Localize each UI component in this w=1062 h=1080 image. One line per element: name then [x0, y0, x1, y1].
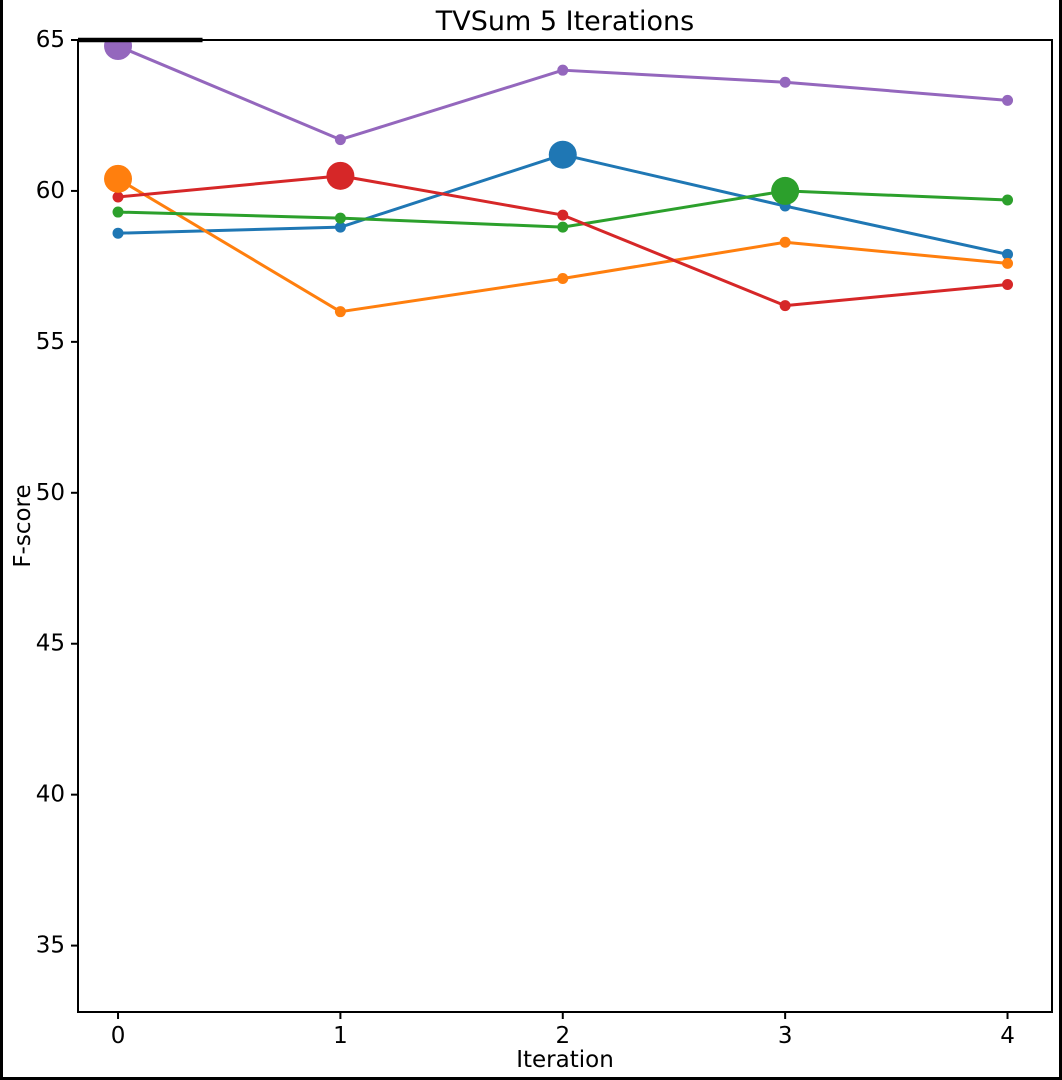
- series-red-point: [1002, 279, 1014, 291]
- series-blue-highlight-point: [548, 140, 577, 169]
- axes-spines: [77, 39, 1053, 1013]
- screenshot-border-right: [1059, 0, 1062, 1080]
- plot-layer: 35 40 45 50 55 60 65 0 1 2 3 4: [36, 27, 1053, 1049]
- series-orange-highlight-point: [104, 164, 133, 193]
- y-tick-label: 65: [36, 27, 65, 53]
- plot-area: [104, 40, 1014, 318]
- series-red-highlight-point: [326, 161, 355, 190]
- x-tick-label: 4: [1000, 1023, 1015, 1049]
- series-orange-point: [557, 272, 569, 284]
- screenshot-border-left: [0, 0, 3, 1080]
- x-tick-label: 2: [555, 1023, 570, 1049]
- series-green-point: [1002, 194, 1014, 206]
- series-purple-point: [557, 64, 569, 76]
- x-tick-label: 3: [778, 1023, 793, 1049]
- series-green-highlight-point: [771, 176, 800, 205]
- x-axis-label: Iteration: [516, 1047, 614, 1073]
- y-tick-label: 50: [36, 480, 65, 506]
- series-purple-line: [116, 44, 1010, 142]
- chart-title: TVSum 5 Iterations: [435, 6, 694, 37]
- series-green-point: [557, 221, 569, 233]
- series-orange-point: [779, 236, 791, 248]
- series-orange-line: [116, 177, 1010, 314]
- x-tick-label: 0: [111, 1023, 126, 1049]
- y-tick-label: 45: [36, 631, 65, 657]
- y-axis-label: F-score: [10, 484, 36, 567]
- series-orange-point: [1002, 257, 1014, 269]
- series-purple-point: [779, 76, 791, 88]
- screenshot-border-bottom: [0, 1077, 1062, 1080]
- series-green-point: [334, 212, 346, 224]
- x-tick-label: 1: [333, 1023, 348, 1049]
- series-purple-point: [1002, 94, 1014, 106]
- series-orange-point: [334, 306, 346, 318]
- y-tick-label: 55: [36, 329, 65, 355]
- series-red-point: [779, 300, 791, 312]
- y-tick-label: 35: [36, 933, 65, 959]
- series-red-point: [112, 191, 124, 203]
- series-blue-point: [334, 221, 346, 233]
- series-blue-point: [1002, 248, 1014, 260]
- series-purple-highlight-point: [104, 40, 133, 61]
- series-blue-point: [112, 227, 124, 239]
- series-blue-line: [116, 153, 1010, 256]
- series-purple-point: [334, 134, 346, 146]
- series-green-point: [112, 206, 124, 218]
- y-tick-label: 40: [36, 782, 65, 808]
- series-red-point: [557, 209, 569, 221]
- y-tick-label: 60: [36, 178, 65, 204]
